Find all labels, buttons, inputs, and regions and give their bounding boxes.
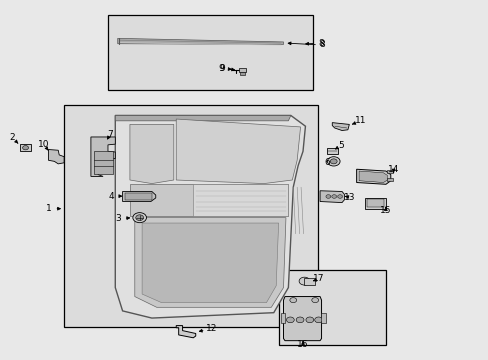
Circle shape (327, 157, 339, 166)
Polygon shape (118, 39, 283, 44)
Bar (20, 144, 31, 151)
Bar (108, 15, 312, 90)
Circle shape (289, 298, 296, 303)
Circle shape (314, 317, 322, 323)
Polygon shape (135, 218, 285, 307)
Text: 2: 2 (10, 133, 15, 142)
Text: 9: 9 (219, 64, 225, 73)
Polygon shape (48, 149, 64, 164)
Polygon shape (320, 191, 344, 203)
Text: 7: 7 (107, 130, 113, 139)
Text: 4: 4 (108, 192, 114, 201)
Circle shape (296, 317, 304, 323)
Circle shape (325, 195, 330, 198)
Circle shape (330, 159, 336, 164)
Bar (365, 198, 385, 209)
Polygon shape (331, 123, 348, 131)
Bar (280, 313, 285, 323)
Text: 17: 17 (312, 274, 324, 283)
Text: 3: 3 (115, 214, 121, 223)
Bar (366, 199, 383, 207)
Text: 15: 15 (379, 206, 391, 215)
Bar (386, 178, 392, 181)
Bar (327, 148, 337, 154)
Polygon shape (176, 325, 195, 338)
Polygon shape (115, 116, 305, 318)
Text: 8: 8 (319, 40, 325, 49)
Text: 16: 16 (297, 341, 308, 350)
Polygon shape (91, 137, 115, 176)
Bar (278, 270, 385, 345)
Circle shape (286, 317, 294, 323)
Circle shape (22, 145, 28, 150)
Bar (321, 313, 325, 323)
Polygon shape (122, 192, 156, 202)
Circle shape (331, 195, 336, 198)
Text: 1: 1 (45, 204, 51, 213)
Bar (94, 151, 113, 174)
Text: 12: 12 (205, 324, 217, 333)
Bar (238, 68, 246, 72)
Polygon shape (356, 169, 390, 184)
Polygon shape (142, 223, 278, 303)
Bar (386, 170, 392, 173)
Text: 10: 10 (38, 140, 49, 149)
Circle shape (305, 317, 313, 323)
Bar (125, 193, 152, 201)
Bar (239, 72, 244, 75)
Circle shape (133, 213, 146, 223)
Text: 11: 11 (354, 116, 366, 125)
Polygon shape (193, 184, 288, 216)
Text: 6: 6 (324, 158, 329, 167)
Text: 13: 13 (343, 193, 354, 202)
Polygon shape (358, 171, 386, 183)
Polygon shape (130, 184, 288, 216)
Circle shape (337, 195, 342, 198)
Circle shape (311, 298, 318, 303)
Polygon shape (283, 297, 321, 341)
Polygon shape (130, 125, 173, 184)
Text: 8: 8 (318, 39, 324, 48)
Text: 5: 5 (338, 141, 343, 150)
Bar (64, 105, 317, 327)
Circle shape (136, 215, 143, 221)
Circle shape (299, 277, 309, 285)
Text: 9: 9 (218, 64, 224, 73)
Bar (304, 278, 315, 285)
Text: 14: 14 (387, 165, 399, 174)
Polygon shape (176, 119, 300, 184)
Polygon shape (115, 116, 290, 121)
